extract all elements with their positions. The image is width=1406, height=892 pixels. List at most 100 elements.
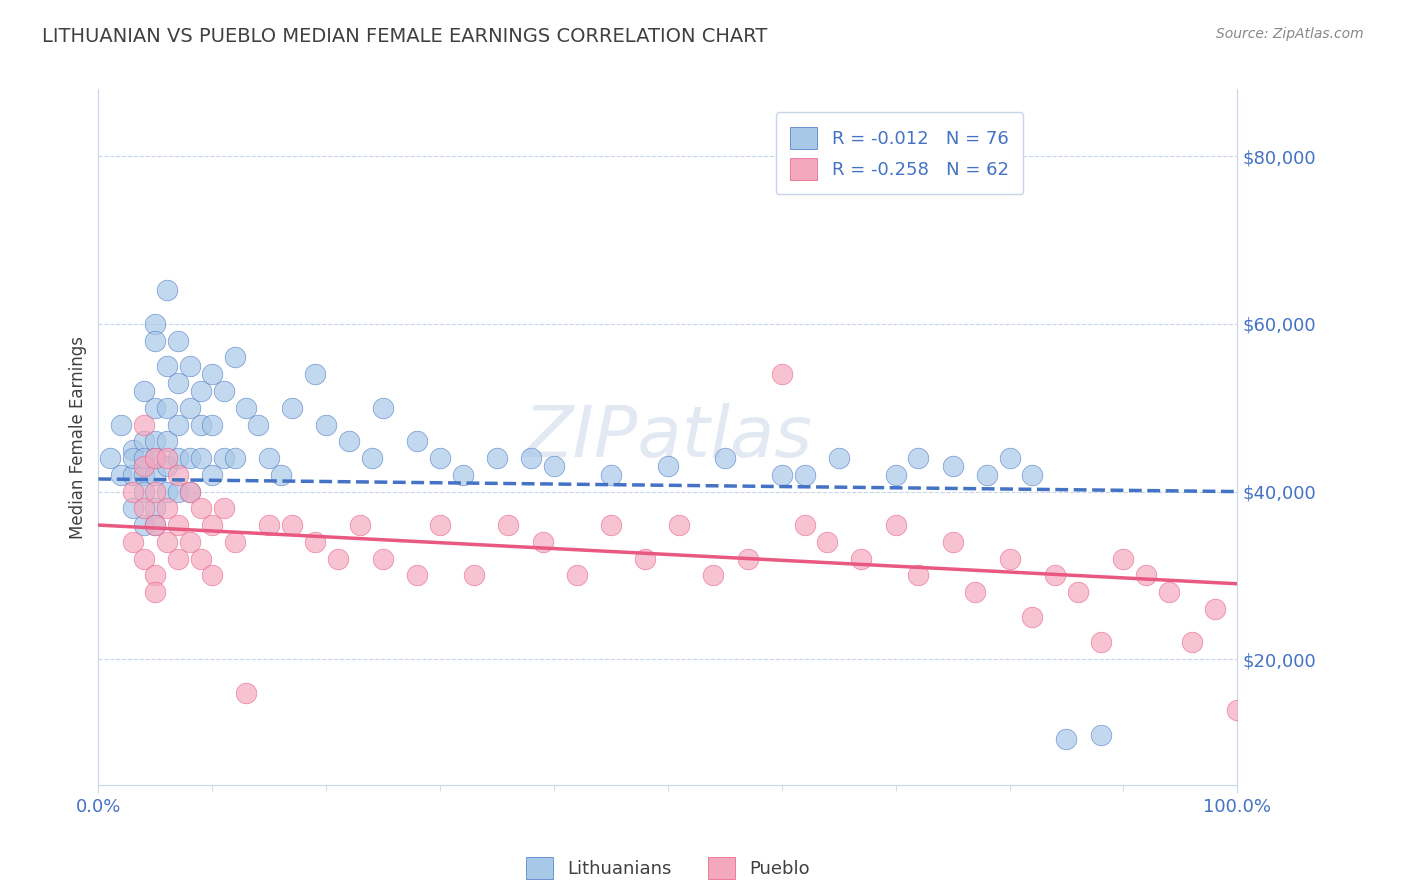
Point <box>212 384 235 398</box>
Point <box>657 459 679 474</box>
Point <box>998 551 1021 566</box>
Point <box>145 484 167 499</box>
Point <box>121 467 143 482</box>
Point <box>132 467 155 482</box>
Point <box>531 534 554 549</box>
Point <box>156 401 179 415</box>
Point <box>1181 635 1204 649</box>
Point <box>371 401 394 415</box>
Point <box>156 359 179 373</box>
Point <box>110 467 132 482</box>
Point <box>463 568 485 582</box>
Point <box>714 450 737 465</box>
Point <box>371 551 394 566</box>
Point <box>167 417 190 432</box>
Point <box>212 450 235 465</box>
Point <box>976 467 998 482</box>
Point <box>259 450 281 465</box>
Point <box>942 459 965 474</box>
Point <box>145 434 167 449</box>
Point <box>132 450 155 465</box>
Point <box>907 568 929 582</box>
Point <box>167 467 190 482</box>
Point <box>132 384 155 398</box>
Point <box>259 518 281 533</box>
Point <box>190 501 212 516</box>
Point <box>132 518 155 533</box>
Point <box>145 334 167 348</box>
Point <box>281 401 304 415</box>
Point <box>246 417 269 432</box>
Point <box>145 450 167 465</box>
Point <box>1157 585 1180 599</box>
Point <box>132 501 155 516</box>
Point <box>998 450 1021 465</box>
Point <box>1021 467 1043 482</box>
Point <box>304 534 326 549</box>
Point <box>212 501 235 516</box>
Point <box>190 417 212 432</box>
Point <box>1021 610 1043 624</box>
Point <box>145 518 167 533</box>
Point <box>543 459 565 474</box>
Point <box>145 518 167 533</box>
Point <box>121 484 143 499</box>
Point <box>326 551 349 566</box>
Point <box>201 518 224 533</box>
Point <box>1090 635 1112 649</box>
Point <box>201 368 224 382</box>
Point <box>1043 568 1066 582</box>
Point <box>179 359 201 373</box>
Point <box>770 467 793 482</box>
Point <box>942 534 965 549</box>
Point <box>702 568 724 582</box>
Point <box>121 450 143 465</box>
Point <box>429 518 451 533</box>
Point <box>224 534 246 549</box>
Point <box>668 518 690 533</box>
Point <box>406 568 429 582</box>
Point <box>965 585 987 599</box>
Point <box>145 501 167 516</box>
Point <box>156 434 179 449</box>
Point <box>770 368 793 382</box>
Point <box>201 467 224 482</box>
Point <box>132 417 155 432</box>
Point <box>167 551 190 566</box>
Point <box>907 450 929 465</box>
Point <box>600 518 623 533</box>
Point <box>1112 551 1135 566</box>
Text: LITHUANIAN VS PUEBLO MEDIAN FEMALE EARNINGS CORRELATION CHART: LITHUANIAN VS PUEBLO MEDIAN FEMALE EARNI… <box>42 27 768 45</box>
Point <box>451 467 474 482</box>
Point <box>156 484 179 499</box>
Point <box>828 450 851 465</box>
Point <box>132 484 155 499</box>
Point <box>110 417 132 432</box>
Point <box>1090 728 1112 742</box>
Point <box>167 484 190 499</box>
Point <box>270 467 292 482</box>
Point <box>190 384 212 398</box>
Point <box>145 450 167 465</box>
Point <box>132 434 155 449</box>
Text: Source: ZipAtlas.com: Source: ZipAtlas.com <box>1216 27 1364 41</box>
Point <box>156 459 179 474</box>
Point <box>156 450 179 465</box>
Point <box>145 568 167 582</box>
Point <box>201 417 224 432</box>
Point <box>565 568 588 582</box>
Point <box>304 368 326 382</box>
Point <box>337 434 360 449</box>
Point <box>406 434 429 449</box>
Point <box>132 459 155 474</box>
Point <box>600 467 623 482</box>
Point <box>851 551 873 566</box>
Point <box>884 467 907 482</box>
Point <box>634 551 657 566</box>
Point <box>156 501 179 516</box>
Point <box>884 518 907 533</box>
Point <box>156 284 179 298</box>
Point <box>1135 568 1157 582</box>
Point <box>145 317 167 331</box>
Point <box>132 551 155 566</box>
